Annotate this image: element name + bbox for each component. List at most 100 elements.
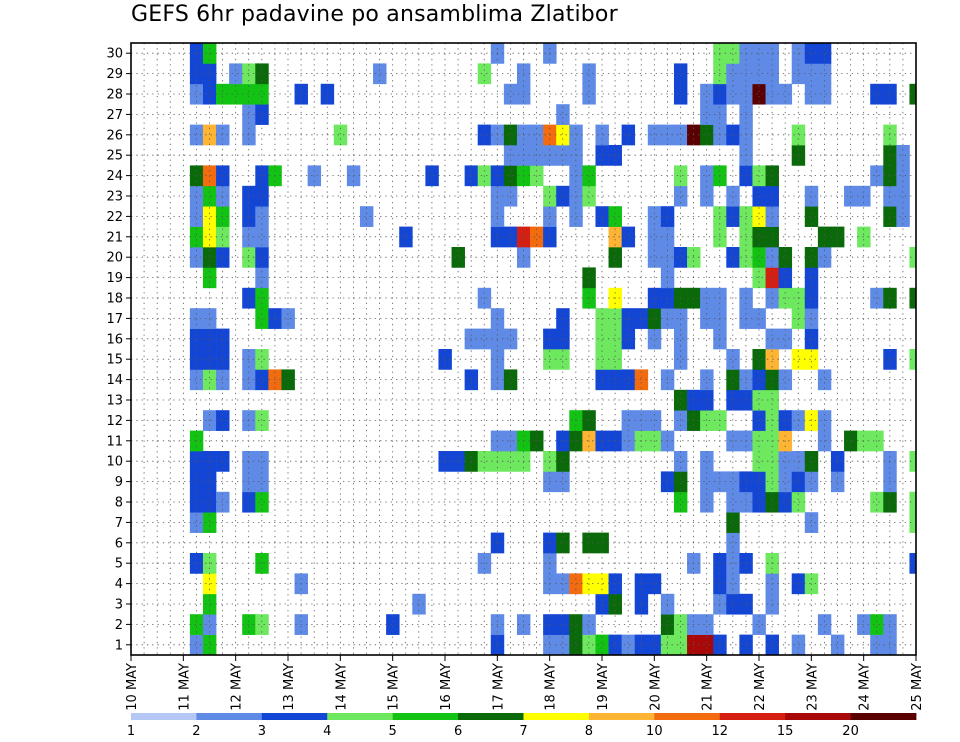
heatmap-cell: [647, 247, 662, 268]
heatmap-cell: [595, 369, 609, 391]
heatmap-cell: [765, 491, 779, 513]
heatmap-cell: [569, 206, 583, 227]
heatmap-cell: [791, 634, 806, 656]
heatmap-cell: [765, 267, 779, 289]
y-tick-label: 27: [106, 108, 123, 123]
heatmap-cells: [189, 43, 917, 656]
heatmap-cell: [556, 451, 570, 472]
heatmap-cell: [804, 267, 819, 289]
colorbar-label: 4: [323, 724, 331, 739]
heatmap-cell: [608, 206, 622, 227]
heatmap-cell: [621, 124, 636, 146]
x-tick-label: 11 MAY: [177, 663, 192, 711]
heatmap-cell: [621, 328, 636, 350]
heatmap-cell: [216, 247, 230, 268]
heatmap-cell: [634, 593, 649, 615]
heatmap-cell: [229, 83, 243, 105]
heatmap-cell: [255, 471, 269, 493]
heatmap-cell: [216, 83, 230, 105]
heatmap-cell: [242, 349, 256, 370]
heatmap-cell: [804, 247, 819, 268]
x-tick-label: 13 MAY: [282, 663, 297, 711]
heatmap-cell: [673, 471, 688, 493]
heatmap-cell: [255, 247, 269, 268]
colorbar-label: 3: [258, 724, 266, 739]
heatmap-cell: [726, 43, 740, 64]
heatmap-cell: [582, 267, 596, 289]
x-tick-label: 21 MAY: [701, 663, 716, 711]
heatmap-cell: [503, 124, 518, 146]
heatmap-cell: [817, 369, 832, 391]
heatmap-cell: [673, 634, 688, 656]
heatmap-cell: [909, 247, 917, 268]
heatmap-cell: [752, 369, 766, 391]
heatmap-cell: [255, 349, 269, 370]
y-tick-label: 11: [106, 434, 123, 449]
heatmap-cell: [216, 226, 230, 248]
heatmap-cell: [778, 247, 793, 268]
heatmap-cell: [242, 471, 256, 493]
heatmap-cell: [595, 532, 609, 554]
colorbar-swatch: [261, 713, 328, 720]
heatmap-cell: [216, 206, 230, 227]
heatmap-cell: [857, 614, 871, 635]
heatmap-cell: [752, 43, 766, 64]
heatmap-cell: [216, 185, 230, 207]
heatmap-cell: [359, 206, 374, 227]
heatmap-cell: [582, 185, 596, 207]
heatmap-cell: [202, 206, 217, 227]
colorbar-swatch: [785, 713, 851, 720]
heatmap-cell: [673, 328, 688, 350]
heatmap-cell: [700, 104, 714, 125]
colorbar-swatch: [327, 713, 394, 720]
heatmap-cell: [804, 512, 819, 533]
y-tick-label: 20: [106, 251, 123, 266]
heatmap-cell: [765, 43, 779, 64]
heatmap-cell: [202, 471, 217, 493]
y-tick-label: 23: [106, 190, 123, 205]
heatmap-cell: [255, 614, 269, 635]
x-tick-label: 24 MAY: [858, 663, 873, 711]
heatmap-cell: [870, 614, 884, 635]
heatmap-cell: [700, 83, 714, 105]
heatmap-cell: [700, 614, 714, 635]
heatmap-cell: [399, 226, 413, 248]
heatmap-cell: [700, 491, 714, 513]
heatmap-cell: [909, 451, 917, 472]
heatmap-cell: [804, 83, 819, 105]
y-axis: 1234567891011121314151617181920212223242…: [106, 47, 131, 653]
heatmap-cell: [700, 389, 714, 411]
heatmap-cell: [752, 185, 766, 207]
heatmap-cell: [778, 451, 793, 472]
heatmap-cell: [700, 124, 714, 146]
y-tick-label: 28: [106, 88, 123, 103]
heatmap-cell: [673, 389, 688, 411]
heatmap-cell: [896, 206, 910, 227]
heatmap-cell: [752, 451, 766, 472]
y-tick-label: 22: [106, 210, 123, 225]
heatmap-cell: [726, 83, 740, 105]
heatmap-cell: [817, 63, 832, 85]
x-tick-label: 12 MAY: [230, 663, 245, 711]
heatmap-cell: [830, 226, 845, 248]
heatmap-cell: [608, 226, 622, 248]
y-tick-label: 29: [106, 67, 123, 82]
heatmap-cell: [595, 634, 609, 656]
heatmap-cell: [242, 83, 256, 105]
heatmap-cell: [608, 349, 622, 370]
heatmap-cell: [189, 369, 204, 391]
heatmap-cell: [281, 308, 295, 329]
heatmap-cell: [477, 328, 492, 350]
chart-title: GEFS 6hr padavine po ansamblima Zlatibor: [131, 2, 618, 27]
heatmap-cell: [726, 63, 740, 85]
colorbar-label: 2: [192, 724, 200, 739]
heatmap-cell: [503, 328, 518, 350]
heatmap-cell: [765, 185, 779, 207]
heatmap-cell: [556, 124, 570, 146]
heatmap-cell: [242, 451, 256, 472]
heatmap-cell: [726, 247, 740, 268]
heatmap-cell: [189, 206, 204, 227]
heatmap-cell: [202, 593, 217, 615]
heatmap-cell: [255, 369, 269, 391]
heatmap-cell: [556, 185, 570, 207]
